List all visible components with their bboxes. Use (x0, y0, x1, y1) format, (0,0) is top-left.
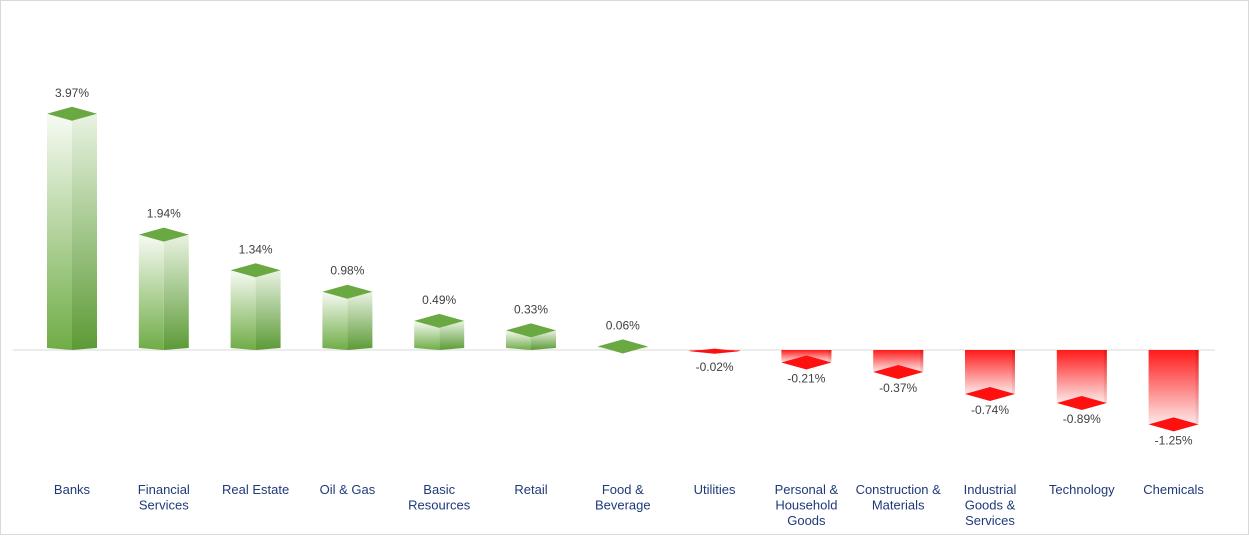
bar-side-face (920, 350, 924, 373)
bar-side-face (347, 291, 373, 350)
bar-bottom-cap (1056, 395, 1107, 410)
category-label: Oil & Gas (320, 482, 376, 497)
bar-top-cap (138, 227, 189, 242)
category-label: Basic Resources (408, 482, 471, 513)
bar-side-face (1012, 350, 1015, 395)
bar-front-face (230, 270, 256, 350)
category-label: Retail (514, 482, 547, 497)
category-label: Food & Beverage (595, 482, 651, 513)
bar (322, 284, 373, 350)
category-label: Real Estate (222, 482, 289, 497)
data-label: -0.74% (971, 403, 1009, 417)
bar (597, 339, 648, 354)
data-label: -0.37% (879, 381, 917, 395)
bar-side-face (736, 350, 740, 352)
bar (781, 350, 832, 370)
bar-front-face (1148, 350, 1199, 425)
bar-side-face (828, 350, 832, 363)
bar (47, 106, 97, 350)
bar-side-face (1103, 350, 1107, 403)
category-label: Utilities (694, 482, 736, 497)
bar-front-face (1056, 350, 1107, 403)
bar-front-face (414, 320, 440, 350)
bar-top-cap (322, 284, 373, 299)
bar-side-face (72, 113, 97, 350)
data-label: 3.97% (55, 86, 89, 100)
data-label: 0.49% (422, 293, 456, 307)
data-label: -0.89% (1063, 412, 1101, 426)
bar (230, 263, 281, 350)
data-label: 0.33% (514, 302, 548, 316)
category-label: Construction & Materials (856, 482, 942, 513)
bar (1148, 350, 1199, 432)
value-labels-group: 3.97% 1.94% 1.34% 0.98% 0.49% 0.33% 0.06% -0.02… (55, 86, 1193, 448)
bars-group (47, 106, 1199, 432)
data-label: 1.94% (147, 207, 181, 221)
category-label: Technology (1049, 482, 1115, 497)
bar-side-face (1195, 350, 1199, 425)
bar (414, 313, 465, 350)
bar-front-face (965, 350, 1015, 395)
bar (138, 227, 189, 350)
bar (873, 350, 924, 380)
bar-top-cap (230, 263, 281, 278)
bar-top-cap (597, 339, 648, 354)
category-label: Banks (54, 482, 91, 497)
bar-side-face (439, 320, 465, 350)
data-label: 0.98% (330, 264, 364, 278)
bar-front-face (47, 113, 72, 350)
bar-side-face (163, 234, 189, 350)
bar-bottom-cap (689, 348, 740, 354)
category-label: Chemicals (1143, 482, 1204, 497)
category-label: Financial Services (138, 482, 190, 513)
bar-bottom-cap (873, 365, 924, 380)
bar-front-face (138, 234, 164, 350)
bar-front-face (873, 350, 924, 373)
bar-top-cap (506, 323, 556, 338)
bar-top-cap (47, 106, 97, 121)
bar-front-face (506, 330, 531, 350)
bar (965, 350, 1015, 402)
bar (506, 323, 556, 350)
data-label: -1.25% (1155, 433, 1193, 447)
data-label: -0.02% (696, 360, 734, 374)
bar (689, 348, 740, 354)
bar-top-cap (414, 313, 465, 328)
data-label: 0.06% (606, 318, 640, 332)
bar-bottom-cap (965, 387, 1015, 402)
bar-bottom-cap (781, 355, 832, 370)
bar-front-face (322, 291, 348, 350)
bar (1056, 350, 1107, 410)
category-labels-group: Banks Financial Services Real Estate Oil & G… (54, 482, 1205, 528)
data-label: -0.21% (787, 371, 825, 385)
category-label: Industrial Goods & Services (964, 482, 1017, 528)
data-label: 1.34% (239, 242, 273, 256)
bar-side-face (531, 330, 556, 350)
bar-bottom-cap (1148, 417, 1199, 432)
bar-side-face (255, 270, 281, 350)
category-label: Personal & Household Goods (775, 482, 839, 528)
